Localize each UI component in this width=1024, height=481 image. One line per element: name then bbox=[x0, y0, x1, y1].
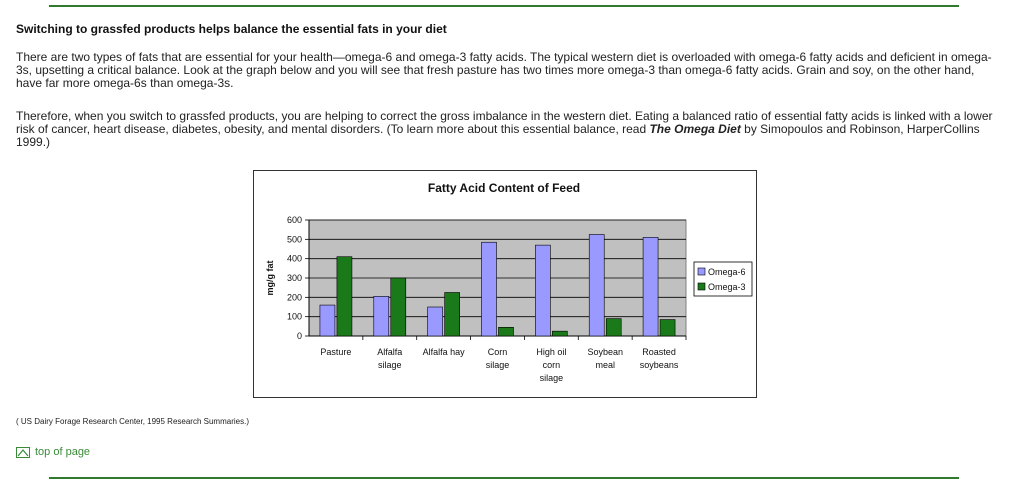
legend-swatch bbox=[697, 267, 706, 276]
top-of-page-label: top of page bbox=[35, 446, 91, 458]
bar-omega-3 bbox=[498, 327, 514, 337]
bar-omega-6 bbox=[427, 306, 443, 337]
y-tick-label: 100 bbox=[287, 312, 302, 322]
fatty-acid-chart: Fatty Acid Content of Feed 0 100 200 300 400 5… bbox=[253, 170, 757, 398]
y-tick-label: 500 bbox=[287, 234, 302, 244]
bar-omega-6 bbox=[588, 234, 605, 337]
bar-omega-3 bbox=[659, 319, 676, 337]
x-tick-label: Corn bbox=[488, 347, 508, 357]
legend bbox=[693, 261, 753, 297]
arrow-up-icon bbox=[16, 446, 30, 458]
y-tick-label: 400 bbox=[287, 254, 302, 264]
source-citation: ( US Dairy Forage Research Center, 1995 … bbox=[16, 417, 249, 426]
x-tick-label: Alfalfa bbox=[377, 347, 402, 357]
chart-svg: Fatty Acid Content of Feed 0 100 200 300 400 5… bbox=[265, 181, 753, 383]
paragraph-balance-text: Therefore, when you switch to grassfed p… bbox=[16, 109, 993, 136]
legend-swatch bbox=[697, 282, 706, 291]
bottom-divider bbox=[49, 477, 959, 479]
bar-omega-3 bbox=[605, 318, 622, 337]
chart-title: Fatty Acid Content of Feed bbox=[428, 181, 580, 195]
paragraph-balance: Therefore, when you switch to grassfed p… bbox=[16, 110, 1001, 149]
top-divider bbox=[49, 5, 959, 7]
x-tick-label: Roasted bbox=[642, 347, 676, 357]
top-of-page-link[interactable]: top of page bbox=[16, 446, 90, 458]
bar-omega-3 bbox=[390, 277, 407, 337]
x-tick-label: silage bbox=[378, 360, 402, 370]
y-tick-label: 600 bbox=[287, 215, 302, 225]
legend-label: Omega-3 bbox=[708, 282, 746, 292]
bar-omega-6 bbox=[481, 241, 497, 337]
x-tick-label: corn bbox=[543, 360, 561, 370]
x-tick-label: soybeans bbox=[640, 360, 679, 370]
bar-omega-3 bbox=[552, 330, 568, 337]
y-tick-label: 300 bbox=[287, 273, 302, 283]
y-tick-label: 0 bbox=[297, 331, 302, 341]
y-tick-label: 200 bbox=[287, 292, 302, 302]
book-title: The Omega Diet bbox=[649, 122, 741, 136]
bar-omega-3 bbox=[336, 256, 353, 337]
x-tick-label: Pasture bbox=[320, 347, 351, 357]
bar-omega-3 bbox=[444, 292, 460, 337]
bar-omega-6 bbox=[535, 244, 551, 337]
bar-omega-6 bbox=[319, 304, 336, 337]
x-tick-label: silage bbox=[540, 373, 564, 383]
paragraph-balance-citation: by Simopoulos and Robinson, HarperCollin… bbox=[16, 122, 980, 149]
x-tick-label: Soybean bbox=[587, 347, 623, 357]
paragraph-intro: There are two types of fats that are ess… bbox=[16, 50, 992, 90]
bar-omega-6 bbox=[642, 237, 659, 337]
x-tick-label: Alfalfa hay bbox=[423, 347, 466, 357]
legend-label: Omega-6 bbox=[708, 267, 746, 277]
x-tick-label: meal bbox=[595, 360, 615, 370]
section-heading: Switching to grassfed products helps bal… bbox=[16, 22, 447, 36]
bar-omega-6 bbox=[373, 296, 390, 337]
x-tick-label: High oil bbox=[536, 347, 566, 357]
x-tick-label: silage bbox=[486, 360, 510, 370]
y-axis-label: mg/g fat bbox=[265, 260, 275, 295]
